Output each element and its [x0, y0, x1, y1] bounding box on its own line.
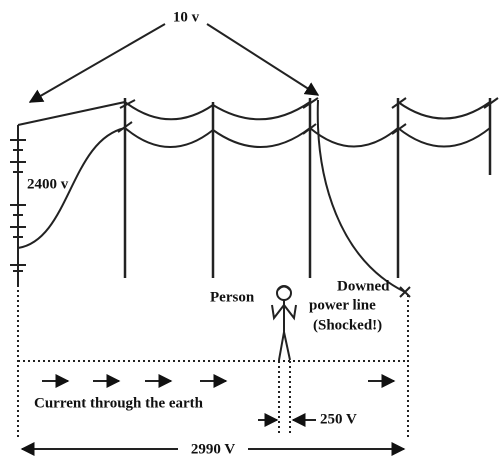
downed-line-label: Downed	[337, 278, 390, 294]
ground-voltage-label: 2990 V	[191, 441, 235, 457]
top-voltage-label: 10 v	[173, 9, 200, 25]
wires	[10, 23, 499, 458]
step-voltage-label: 250 V	[320, 411, 357, 427]
source-voltage-label: 2400 v	[27, 176, 69, 192]
downed-line-label: (Shocked!)	[313, 317, 382, 333]
downed-line-label: power line	[309, 297, 376, 313]
person-figure	[271, 285, 297, 361]
person-label: Person	[210, 289, 255, 305]
earth-current-label: Current through the earth	[34, 395, 204, 411]
